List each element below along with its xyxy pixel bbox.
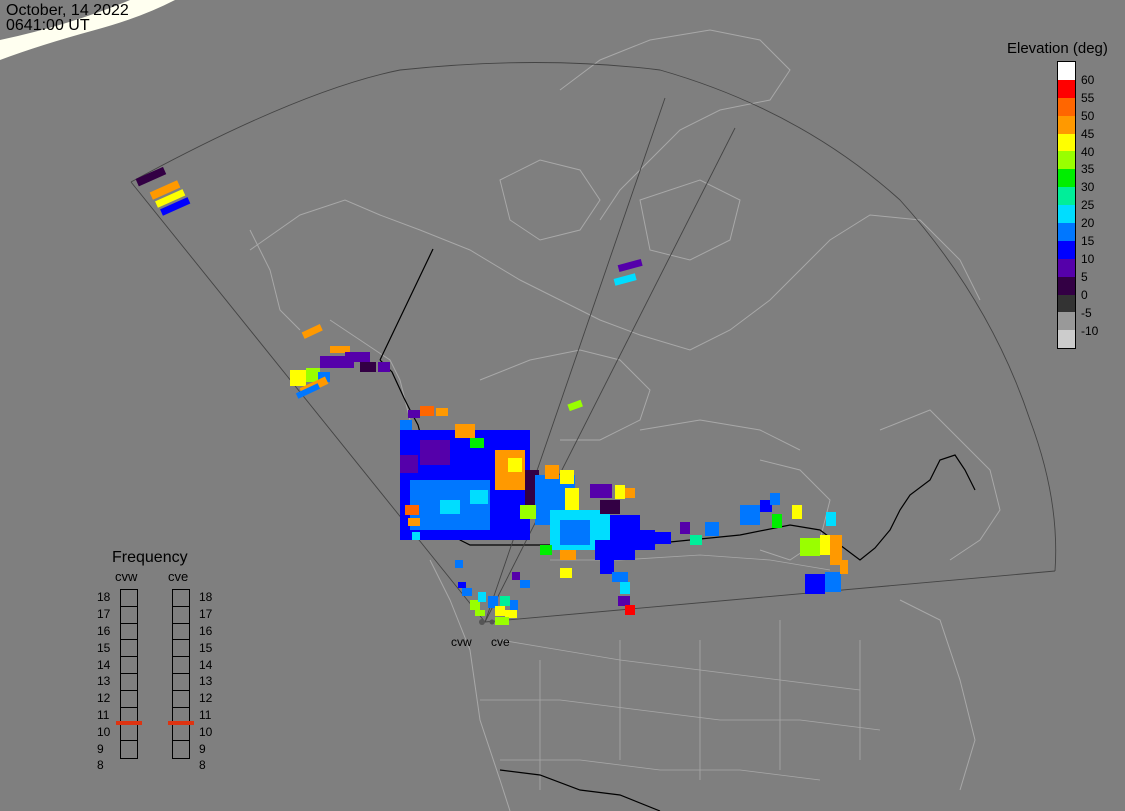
frequency-tick-right: 8	[199, 758, 206, 773]
frequency-tick-right: 14	[199, 657, 213, 672]
frequency-tick-left: 11	[97, 708, 110, 722]
frequency-tick-right: 9	[199, 741, 206, 756]
colorbar-tick-label: 20	[1081, 216, 1095, 231]
frequency-cell	[173, 741, 189, 758]
frequency-cell	[121, 607, 137, 624]
colorbar-tick-label: 5	[1081, 269, 1088, 284]
frequency-marker-cve	[168, 721, 194, 726]
frequency-tick-left: 16	[97, 624, 111, 638]
elevation-colorbar	[1057, 61, 1076, 350]
colorbar-cell	[1058, 62, 1075, 80]
colorbar-tick-label: 35	[1081, 162, 1095, 177]
frequency-tick-left: 14	[97, 657, 111, 672]
colorbar-cell	[1058, 79, 1075, 98]
daylight-region	[0, 0, 175, 60]
time-label: 0641:00 UT	[6, 17, 90, 34]
site-label-cve: cve	[491, 635, 510, 649]
coastlines	[249, 29, 1001, 811]
colorbar-tick-label: 60	[1081, 72, 1095, 87]
frequency-tick-left: 13	[97, 674, 111, 689]
colorbar-tick-label: -5	[1081, 305, 1092, 320]
colorbar-title: Elevation (deg)	[1007, 40, 1108, 57]
frequency-tick-right: 17	[199, 607, 213, 622]
frequency-cell	[121, 691, 137, 708]
frequency-tick-left: 10	[97, 724, 111, 739]
frequency-tick-left: 9	[97, 741, 104, 756]
frequency-title: Frequency	[112, 549, 188, 566]
frequency-cell	[173, 640, 189, 658]
frequency-cell	[173, 590, 189, 607]
colorbar-cell	[1058, 258, 1075, 277]
colorbar-cell	[1058, 240, 1075, 259]
colorbar-tick-label: 50	[1081, 108, 1095, 123]
frequency-tick-left: 17	[97, 607, 111, 622]
colorbar-cell	[1058, 276, 1075, 295]
frequency-cell	[121, 640, 137, 658]
colorbar-cell	[1058, 223, 1075, 241]
frequency-cell	[173, 724, 189, 742]
frequency-cell	[173, 657, 189, 674]
colorbar-cell	[1058, 151, 1075, 170]
colorbar-cell	[1058, 115, 1075, 134]
radar-name-cvw: cvw	[115, 569, 138, 584]
radar-site-cve	[489, 619, 495, 625]
frequency-gauge-cvw	[120, 589, 138, 759]
frequency-tick-right: 11	[199, 708, 212, 722]
frequency-cell	[173, 607, 189, 624]
frequency-tick-right: 12	[199, 691, 213, 706]
colorbar-cell	[1058, 187, 1075, 206]
colorbar-cell	[1058, 97, 1075, 116]
frequency-tick-right: 10	[199, 724, 213, 739]
colorbar-tick-label: 15	[1081, 234, 1095, 248]
frequency-tick-left: 18	[97, 590, 111, 605]
colorbar-tick-label: 25	[1081, 198, 1095, 213]
frequency-tick-left: 12	[97, 691, 111, 706]
frequency-cell	[173, 691, 189, 708]
frequency-tick-right: 15	[199, 640, 213, 655]
colorbar-cell	[1058, 330, 1075, 349]
frequency-tick-right: 16	[199, 624, 213, 638]
colorbar-tick-label: 40	[1081, 144, 1095, 159]
colorbar-cell	[1058, 133, 1075, 152]
colorbar-cell	[1058, 205, 1075, 224]
date-label: October, 14 2022	[6, 2, 129, 19]
frequency-cell	[121, 624, 137, 641]
frequency-tick-right: 18	[199, 590, 213, 605]
frequency-marker-cvw	[116, 721, 142, 726]
radar-name-cve: cve	[168, 569, 189, 584]
frequency-cell	[121, 724, 137, 742]
colorbar-tick-label: -10	[1081, 323, 1099, 338]
colorbar-tick-label: 45	[1081, 126, 1095, 141]
colorbar-tick-label: 55	[1081, 90, 1095, 105]
radar-site-cvw	[479, 619, 485, 625]
frequency-cell	[173, 624, 189, 641]
frequency-tick-right: 13	[199, 674, 213, 689]
frequency-cell	[121, 657, 137, 674]
frequency-gauge-cve	[172, 589, 190, 759]
frequency-cell	[121, 741, 137, 758]
backscatter-cells	[135, 166, 848, 625]
colorbar-tick-label: 30	[1081, 180, 1095, 195]
frequency-cell	[173, 674, 189, 691]
colorbar-cell	[1058, 169, 1075, 188]
colorbar-tick-label: 0	[1081, 287, 1088, 302]
frequency-cell	[121, 674, 137, 691]
colorbar-tick-label: 10	[1081, 251, 1095, 266]
frequency-tick-left: 8	[97, 758, 104, 773]
site-label-cvw: cvw	[451, 635, 472, 649]
colorbar-cell	[1058, 312, 1075, 331]
frequency-tick-left: 15	[97, 640, 111, 655]
frequency-cell	[121, 590, 137, 607]
colorbar-cell	[1058, 294, 1075, 313]
